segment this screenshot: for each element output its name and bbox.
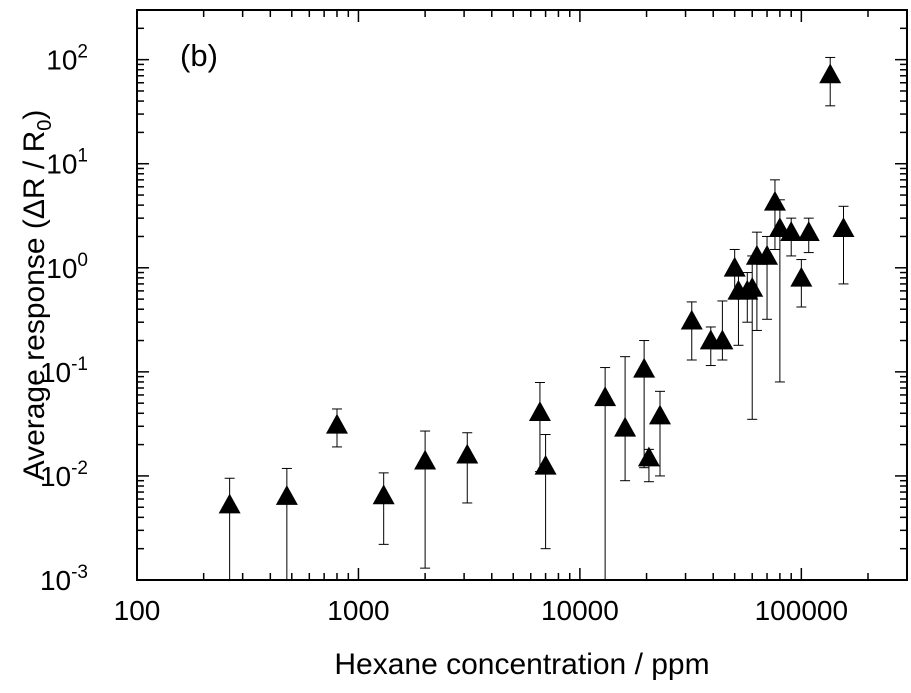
- y-axis-label-ratio: R / R: [18, 131, 51, 199]
- triangle-marker: [680, 309, 703, 330]
- triangle-marker: [780, 221, 803, 241]
- triangle-marker: [756, 244, 779, 265]
- triangle-marker: [275, 485, 298, 505]
- x-axis-label: Hexane concentration / ppm: [334, 648, 709, 681]
- triangle-marker: [414, 449, 437, 470]
- triangle-marker: [594, 386, 617, 407]
- y-tick-label: 10-2: [40, 458, 88, 492]
- y-tick-base: 10: [46, 253, 77, 284]
- triangle-marker: [218, 493, 241, 514]
- error-bars: [224, 56, 849, 580]
- y-axis-label: Average response (ΔR / R0): [18, 110, 56, 481]
- data-markers: [218, 63, 855, 514]
- y-tick-label: 10-1: [40, 354, 88, 388]
- y-axis-label-subscript: 0: [34, 120, 56, 131]
- plot-area: [136, 9, 908, 581]
- y-tick-label: 10-3: [40, 562, 88, 596]
- triangle-marker: [741, 276, 764, 297]
- triangle-marker: [614, 416, 637, 437]
- y-tick-exponent: -2: [71, 458, 88, 479]
- y-tick-exponent: 2: [77, 42, 88, 63]
- triangle-marker: [456, 443, 479, 464]
- y-tick-exponent: 1: [77, 146, 88, 167]
- y-tick-base: 10: [46, 45, 77, 76]
- x-axis: 100 1000 10000 100000: [114, 10, 908, 626]
- y-tick-label: 101: [46, 146, 88, 180]
- x-tick-label: 100000: [755, 595, 848, 626]
- y-tick-label: 100: [46, 250, 88, 284]
- triangle-marker: [763, 190, 786, 211]
- triangle-marker: [711, 329, 734, 350]
- y-tick-exponent: 0: [77, 250, 88, 271]
- triangle-marker: [648, 404, 671, 425]
- triangle-marker: [325, 413, 348, 434]
- triangle-marker: [723, 256, 746, 277]
- y-tick-exponent: -3: [71, 562, 88, 583]
- y-tick-base: 10: [46, 149, 77, 180]
- y-axis-label-close: ): [18, 110, 51, 120]
- y-tick-label: 102: [46, 42, 88, 76]
- triangle-marker: [819, 63, 842, 84]
- panel-label: (b): [180, 38, 218, 73]
- x-tick-label: 1000: [327, 595, 389, 626]
- triangle-marker: [637, 446, 660, 467]
- triangle-marker: [790, 266, 813, 287]
- y-tick-exponent: -1: [71, 354, 88, 375]
- y-axis-label-delta: Δ: [18, 199, 51, 219]
- y-axis-label-main: Average response (: [18, 219, 51, 480]
- triangle-marker: [797, 221, 820, 241]
- triangle-marker: [528, 401, 551, 421]
- plot-frame: [136, 9, 908, 581]
- triangle-marker: [633, 357, 656, 378]
- y-tick-base: 10: [40, 461, 71, 492]
- x-tick-label: 100: [114, 595, 161, 626]
- y-tick-base: 10: [40, 357, 71, 388]
- triangle-marker: [832, 217, 855, 238]
- triangle-marker: [372, 484, 395, 505]
- x-tick-label: 10000: [541, 595, 619, 626]
- triangle-marker: [534, 454, 557, 475]
- y-tick-base: 10: [40, 565, 71, 596]
